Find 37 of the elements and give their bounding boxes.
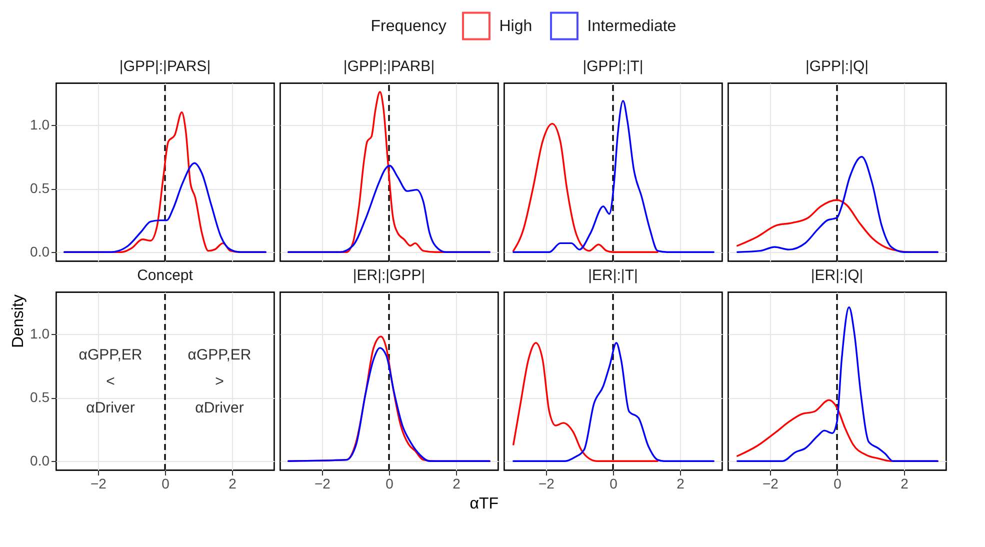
x-tick-label: −2 [538, 476, 555, 492]
chart-title: |GPP|:|PARB| [343, 58, 435, 76]
x-tick-label: −2 [314, 476, 331, 492]
x-tick-label: −2 [762, 476, 779, 492]
annotation: αDriver [86, 400, 135, 417]
y-axis-title: Density [10, 294, 28, 348]
chart-title: |ER|:|GPP| [352, 267, 426, 284]
y-tick-label: 0.0 [30, 452, 50, 469]
x-tick-label: 2 [676, 476, 685, 492]
y-tick-label: 0.5 [30, 389, 50, 406]
annotation: < [106, 373, 116, 390]
annotation: αDriver [195, 400, 244, 417]
x-tick-label: 0 [834, 476, 842, 492]
y-tick-label: 1.0 [30, 116, 50, 132]
annotation: > [215, 373, 224, 390]
x-tick-label: 2 [900, 476, 909, 492]
annotation: αGPP,ER [188, 346, 252, 364]
y-tick-label: 0.0 [30, 244, 50, 260]
y-tick-label: 1.0 [30, 325, 50, 342]
x-tick-label: 0 [386, 476, 394, 492]
legend-title: Frequency [370, 18, 446, 35]
x-tick-label: 0 [162, 476, 170, 492]
x-tick-label: 2 [452, 476, 461, 492]
chart-title: |GPP|:|T| [582, 58, 644, 76]
annotation: αGPP,ER [78, 346, 142, 364]
chart-title: |GPP|:|PARS| [119, 58, 211, 76]
legend-label: Intermediate [587, 18, 676, 35]
y-tick-label: 0.5 [30, 180, 50, 196]
x-tick-label: −2 [90, 476, 107, 492]
x-axis-title: αTF [470, 496, 499, 512]
chart-title: |ER|:|Q| [810, 267, 864, 284]
x-tick-label: 0 [610, 476, 618, 492]
x-tick-label: 2 [228, 476, 237, 492]
chart-title: |GPP|:|Q| [805, 58, 869, 76]
chart-title: Concept [137, 267, 194, 284]
chart-title: |ER|:|T| [588, 267, 638, 284]
legend-label: High [499, 18, 532, 35]
